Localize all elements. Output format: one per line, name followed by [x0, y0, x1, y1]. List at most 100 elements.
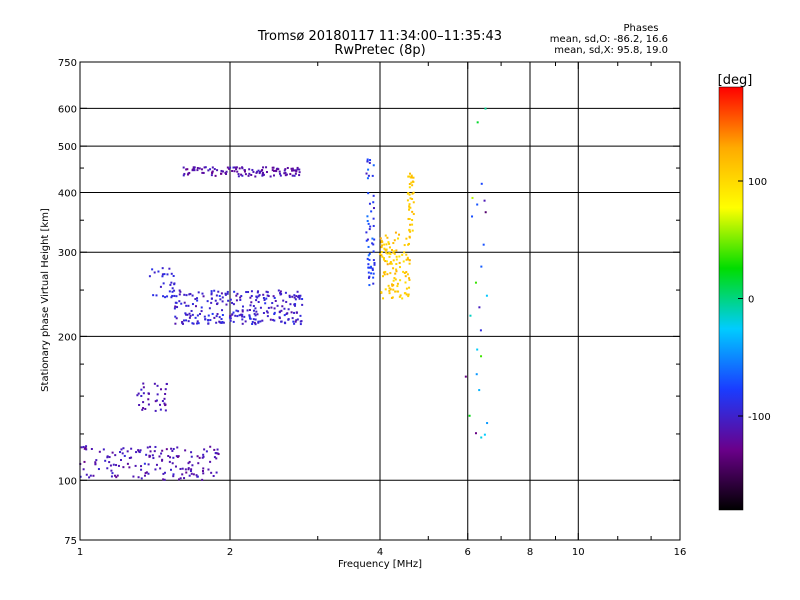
echo-point — [123, 454, 126, 457]
echo-point — [95, 459, 98, 462]
echo-point — [257, 321, 260, 324]
echo-point — [386, 236, 389, 239]
echo-point — [293, 303, 296, 306]
echo-point — [397, 237, 400, 240]
echo-point — [407, 293, 410, 296]
echo-point — [164, 392, 167, 395]
echo-point — [251, 322, 254, 325]
echo-point — [182, 319, 185, 322]
echo-point — [163, 478, 166, 481]
echo-point — [387, 241, 390, 244]
echo-point — [261, 174, 264, 177]
echo-point — [257, 320, 260, 323]
echo-point — [136, 394, 139, 397]
echo-point — [181, 467, 184, 470]
echo-point — [161, 458, 164, 461]
echo-point — [102, 448, 105, 451]
echo-point — [250, 173, 253, 176]
echo-point — [212, 475, 215, 478]
echo-point — [187, 468, 190, 471]
echo-point — [382, 271, 385, 274]
echo-point — [175, 301, 178, 304]
echo-point — [109, 464, 112, 467]
echo-point — [471, 196, 474, 199]
echo-point — [410, 181, 413, 184]
echo-point — [185, 319, 188, 322]
echo-point — [290, 311, 293, 314]
echo-point — [392, 242, 395, 245]
echo-point — [240, 313, 243, 316]
echo-point — [248, 172, 251, 175]
echo-point — [372, 243, 375, 246]
echo-point — [475, 373, 478, 376]
echo-point — [380, 251, 383, 254]
echo-point — [190, 451, 193, 454]
echo-point — [291, 169, 294, 172]
echo-point — [202, 171, 205, 174]
echo-point — [154, 445, 157, 448]
x-axis-ticks: 1 2 4 6 8 10 16 — [77, 62, 686, 558]
y-tick-label: 200 — [58, 332, 77, 343]
echo-point — [209, 319, 212, 322]
echo-point — [265, 290, 268, 293]
echo-point — [147, 463, 150, 466]
echo-point — [213, 456, 216, 459]
echo-point — [238, 167, 241, 170]
echo-point — [368, 252, 371, 255]
echo-point — [250, 294, 253, 297]
echo-point — [474, 281, 477, 284]
colorbar-ticks: 100 0 -100 — [738, 177, 771, 423]
echo-point — [398, 295, 401, 298]
echo-point — [176, 306, 179, 309]
x-tick-label: 10 — [572, 547, 585, 558]
echo-point — [203, 166, 206, 169]
echo-point — [370, 272, 373, 275]
echo-point — [273, 311, 276, 314]
echo-point — [198, 167, 201, 170]
echo-point — [388, 292, 391, 295]
echo-point — [265, 166, 268, 169]
echo-point — [198, 456, 201, 459]
echo-point — [151, 268, 154, 271]
echo-point — [408, 206, 411, 209]
echo-point — [401, 253, 404, 256]
echo-point — [201, 478, 204, 481]
echo-point — [259, 170, 262, 173]
echo-point — [174, 305, 177, 308]
echo-point — [482, 243, 485, 246]
echo-point — [179, 467, 182, 470]
echo-point — [142, 407, 145, 410]
echo-point — [119, 451, 122, 454]
echo-point — [196, 299, 199, 302]
echo-point — [160, 388, 163, 391]
echo-point — [294, 298, 297, 301]
x-axis-label: Frequency [MHz] — [338, 559, 422, 570]
echo-point — [148, 275, 151, 278]
echo-point — [137, 449, 140, 452]
echo-point — [141, 408, 144, 411]
echo-point — [299, 314, 302, 317]
echo-point — [265, 310, 268, 313]
echo-point — [218, 316, 221, 319]
echo-point — [412, 191, 415, 194]
colorbar-tick-label: -100 — [748, 412, 771, 423]
echo-point — [403, 272, 406, 275]
echo-point — [279, 290, 282, 293]
echo-point — [175, 455, 178, 458]
echo-point — [290, 167, 293, 170]
echo-point — [380, 291, 383, 294]
echo-point — [165, 448, 168, 451]
echo-point — [172, 447, 175, 450]
echo-point — [266, 291, 269, 294]
echo-point — [278, 170, 281, 173]
echo-point — [79, 475, 82, 478]
echo-point — [221, 296, 224, 299]
echo-point — [170, 468, 173, 471]
echo-point — [144, 472, 147, 475]
echo-point — [298, 168, 301, 171]
echo-point — [299, 320, 302, 323]
echo-point — [395, 263, 398, 266]
echo-point — [284, 171, 287, 174]
echo-point — [183, 172, 186, 175]
echo-point — [380, 241, 383, 244]
